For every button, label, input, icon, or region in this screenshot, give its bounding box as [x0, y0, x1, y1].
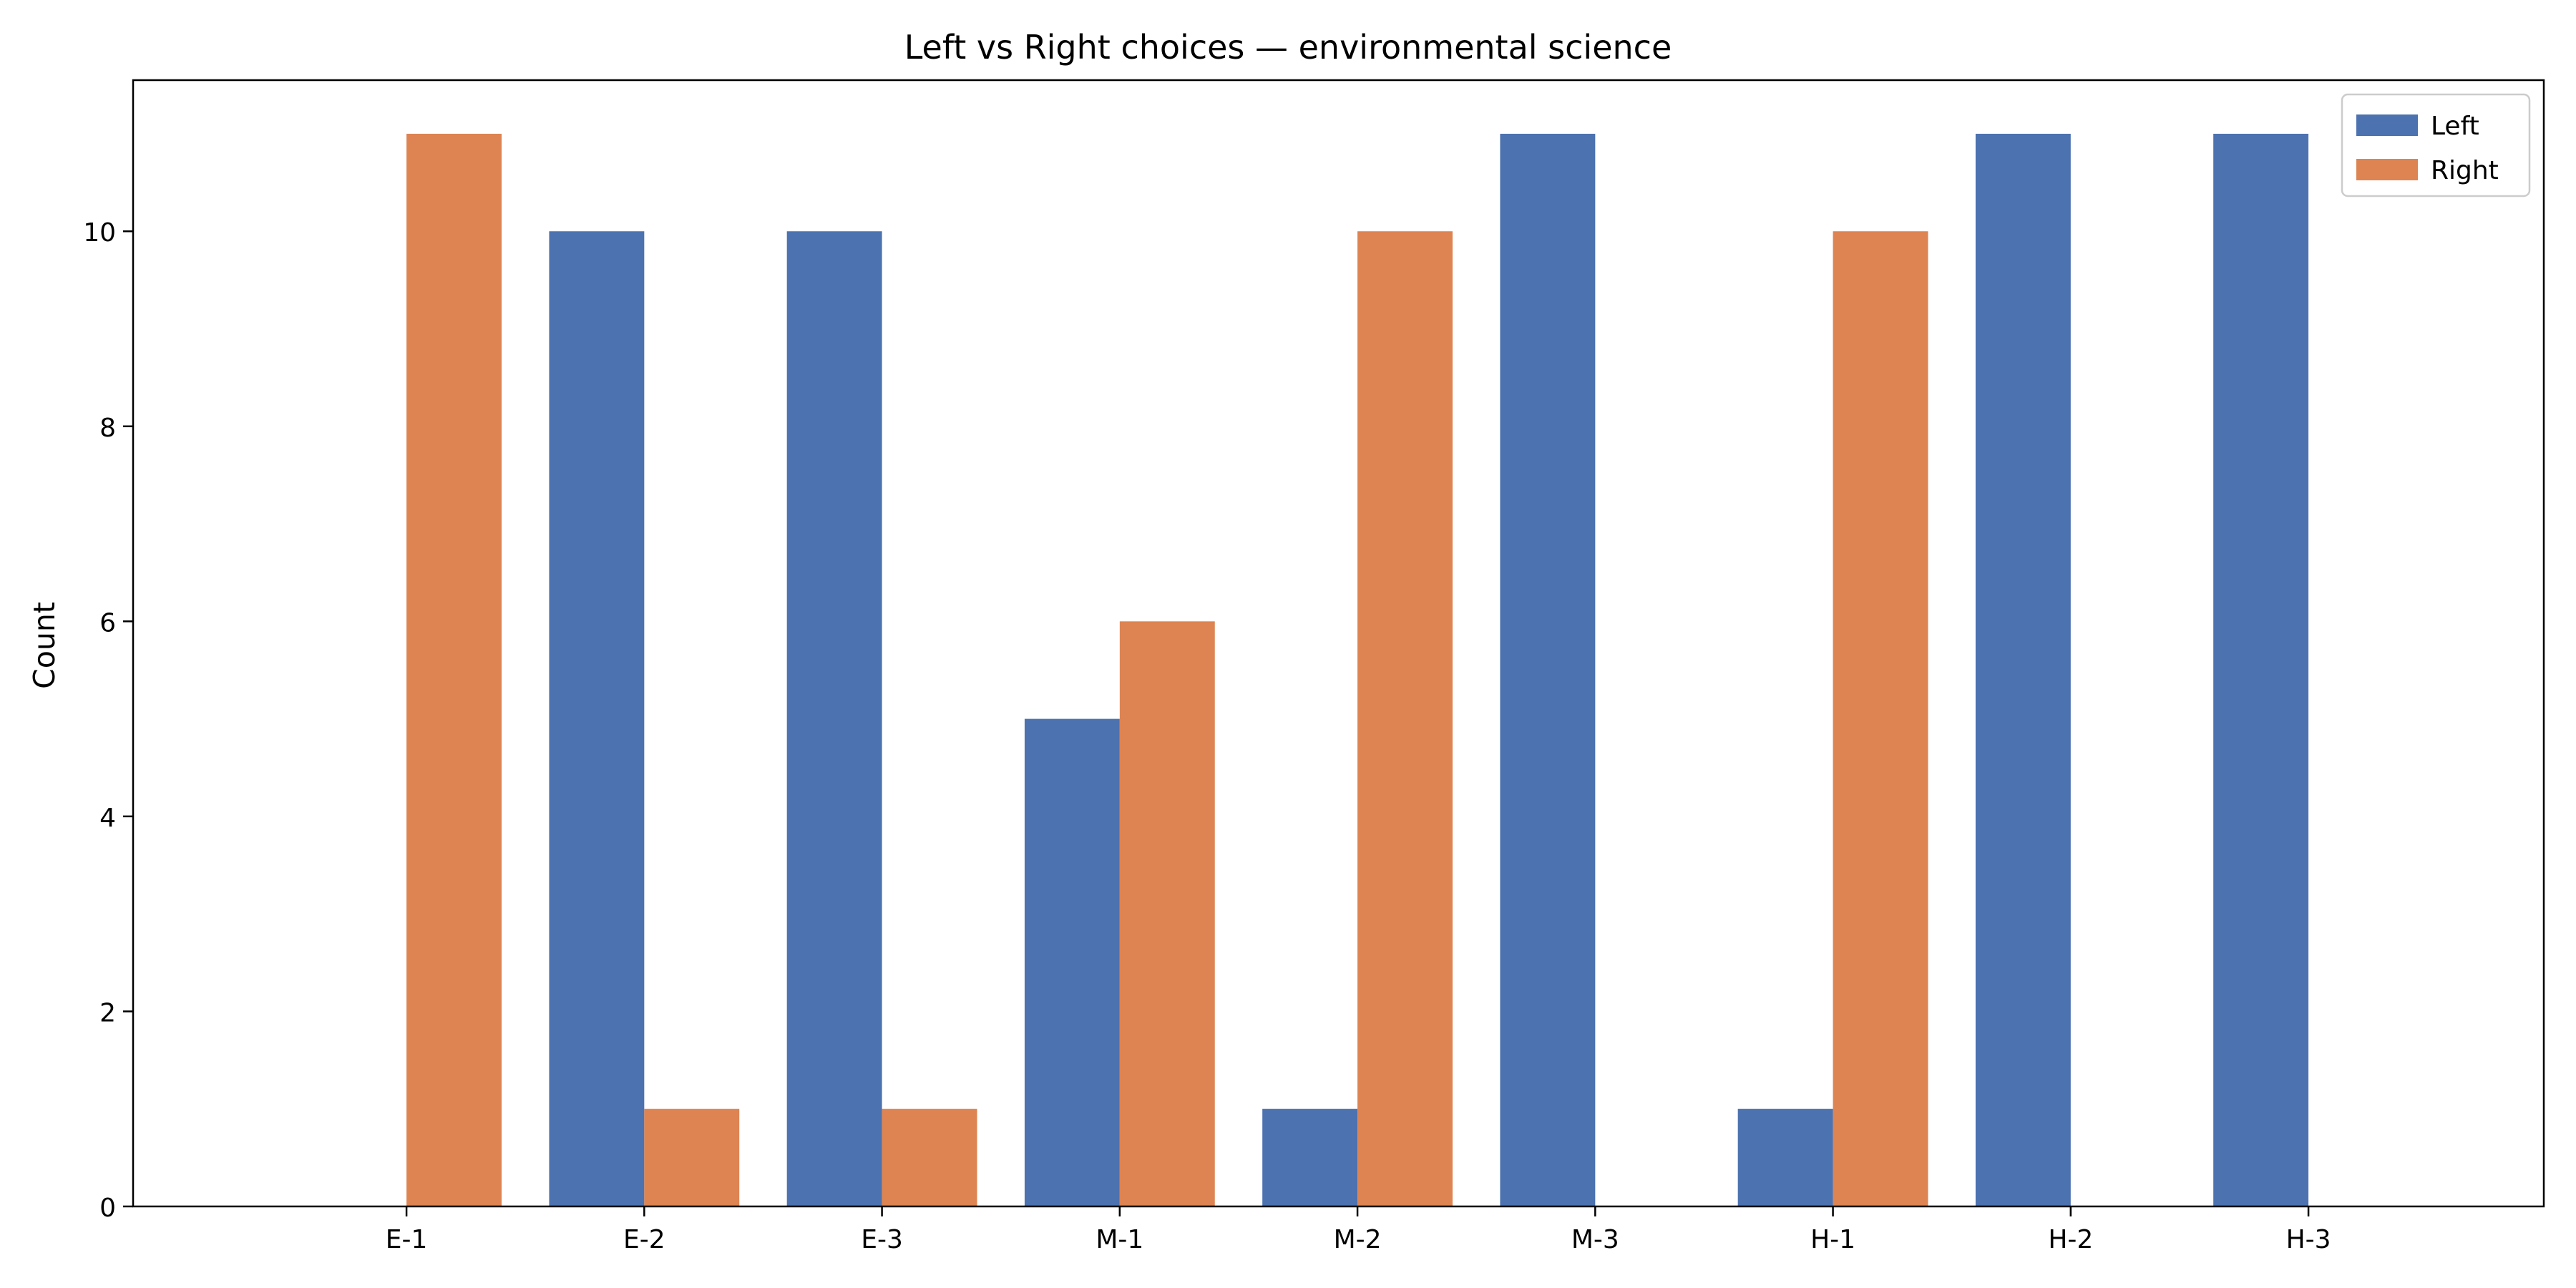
- bar-left-h-2: [1975, 133, 2071, 1206]
- y-axis-label: Count: [27, 602, 62, 689]
- bar-right-m-2: [1357, 231, 1453, 1206]
- bars-group: [406, 133, 2309, 1206]
- bar-left-e-3: [786, 231, 882, 1206]
- x-tick-label: E-1: [386, 1225, 428, 1254]
- x-tick-label: H-1: [1810, 1225, 1855, 1254]
- bar-right-e-1: [406, 133, 502, 1206]
- bar-right-h-1: [1833, 231, 1928, 1206]
- y-tick-label: 0: [99, 1194, 116, 1223]
- legend-label-left: Left: [2431, 112, 2479, 141]
- x-tick-label: E-2: [623, 1225, 665, 1254]
- x-tick-label: M-1: [1096, 1225, 1143, 1254]
- bar-left-h-3: [2213, 133, 2309, 1206]
- bar-left-m-2: [1262, 1108, 1358, 1206]
- chart-title: Left vs Right choices — environmental sc…: [904, 28, 1672, 67]
- x-tick-label: E-3: [861, 1225, 903, 1254]
- y-axis-ticks: 0 2 4 6 8 10: [83, 218, 133, 1223]
- x-tick-label: M-2: [1334, 1225, 1382, 1254]
- bar-left-h-1: [1737, 1108, 1833, 1206]
- bar-right-m-1: [1119, 621, 1215, 1206]
- y-tick-label: 8: [99, 414, 116, 443]
- y-tick-label: 2: [99, 998, 116, 1028]
- legend: Left Right: [2341, 93, 2531, 197]
- legend-swatch-left: [2356, 114, 2418, 136]
- x-axis-ticks: E-1 E-2 E-3 M-1 M-2 M-3 H-1 H-2 H-3: [386, 1206, 2331, 1254]
- bar-left-m-3: [1500, 133, 1596, 1206]
- bar-right-e-3: [882, 1108, 977, 1206]
- bar-left-m-1: [1024, 718, 1120, 1206]
- plot-frame: [132, 79, 2545, 1208]
- legend-label-right: Right: [2431, 156, 2499, 185]
- y-tick-label: 6: [99, 608, 116, 638]
- y-tick-label: 4: [99, 804, 116, 833]
- bar-right-e-2: [644, 1108, 740, 1206]
- x-tick-label: H-2: [2048, 1225, 2093, 1254]
- x-tick-label: H-3: [2286, 1225, 2331, 1254]
- legend-swatch-right: [2356, 159, 2418, 180]
- y-tick-label: 10: [83, 218, 116, 248]
- bar-left-e-2: [549, 231, 645, 1206]
- x-tick-label: M-3: [1571, 1225, 1619, 1254]
